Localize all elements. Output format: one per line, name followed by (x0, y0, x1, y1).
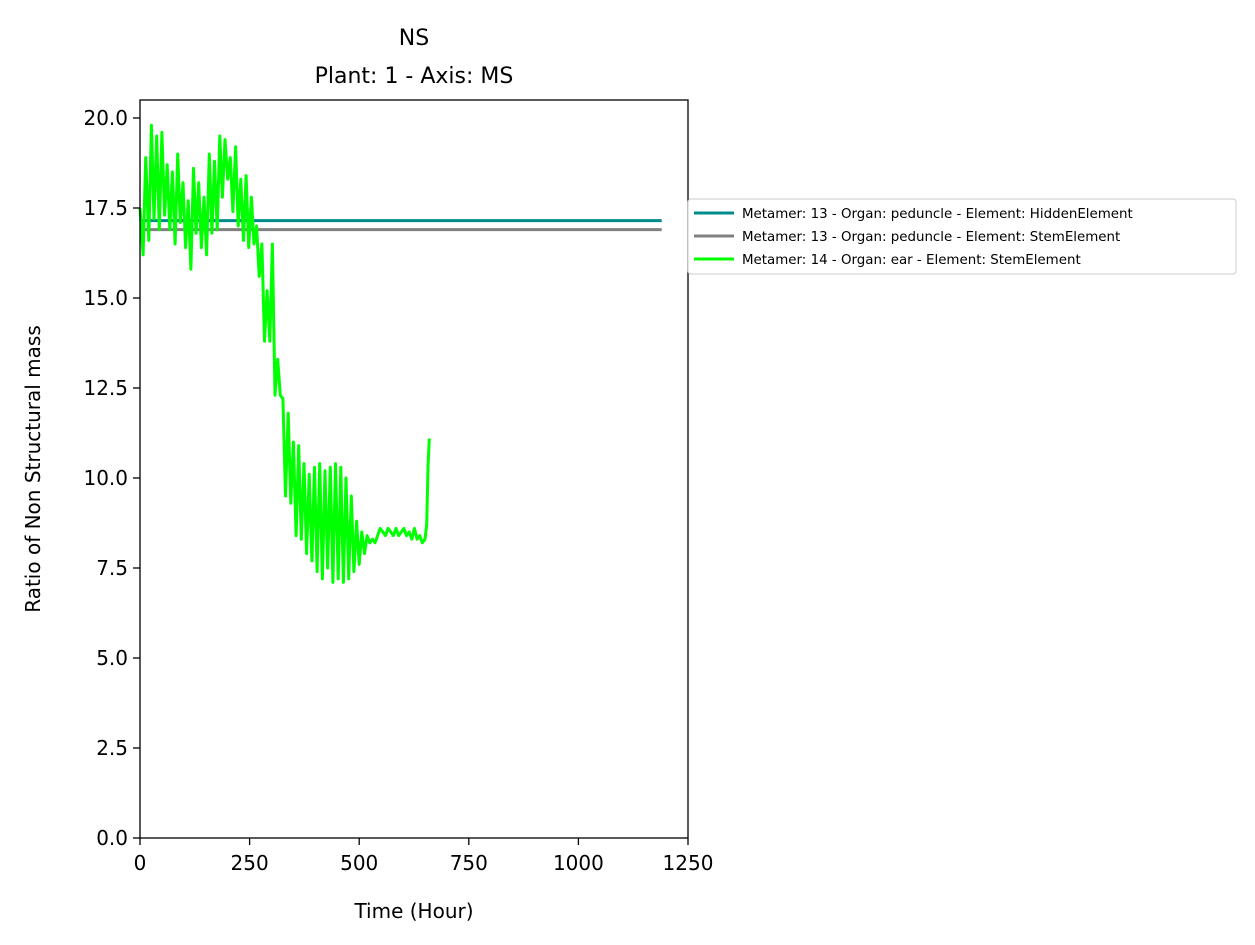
legend-label-1: Metamer: 13 - Organ: peduncle - Element:… (742, 207, 1133, 222)
legend-label-2: Metamer: 13 - Organ: peduncle - Element:… (742, 230, 1120, 245)
y-axis: 0.0 2.5 5.0 7.5 10.0 12.5 15.0 17.5 20.0 (83, 106, 140, 850)
legend-frame (687, 198, 1237, 275)
x-tick-label: 0 (134, 851, 147, 875)
x-axis-label: Time (Hour) (353, 899, 473, 923)
series-line-3 (138, 123, 431, 584)
chart-title: NS (399, 26, 429, 51)
x-axis: 0 250 500 750 1000 1250 (134, 838, 714, 875)
y-tick-label: 12.5 (83, 376, 128, 400)
axes-frame (139, 99, 689, 839)
chart-subtitle: Plant: 1 - Axis: MS (315, 64, 514, 89)
y-tick-label: 5.0 (96, 646, 128, 670)
legend-label-3: Metamer: 14 - Organ: ear - Element: Stem… (742, 253, 1081, 268)
y-tick-label: 0.0 (96, 826, 128, 850)
y-axis-label: Ratio of Non Structural mass (21, 325, 45, 613)
y-tick-label: 15.0 (83, 286, 128, 310)
legend: Metamer: 13 - Organ: peduncle - Element:… (687, 198, 1237, 275)
x-tick-label: 500 (340, 851, 378, 875)
plot-area (138, 123, 662, 584)
x-tick-label: 250 (231, 851, 269, 875)
y-tick-label: 20.0 (83, 106, 128, 130)
y-tick-label: 10.0 (83, 466, 128, 490)
y-tick-label: 7.5 (96, 556, 128, 580)
y-tick-label: 2.5 (96, 736, 128, 760)
x-tick-label: 1250 (663, 851, 714, 875)
y-tick-label: 17.5 (83, 196, 128, 220)
x-tick-label: 1000 (553, 851, 604, 875)
x-tick-label: 750 (450, 851, 488, 875)
